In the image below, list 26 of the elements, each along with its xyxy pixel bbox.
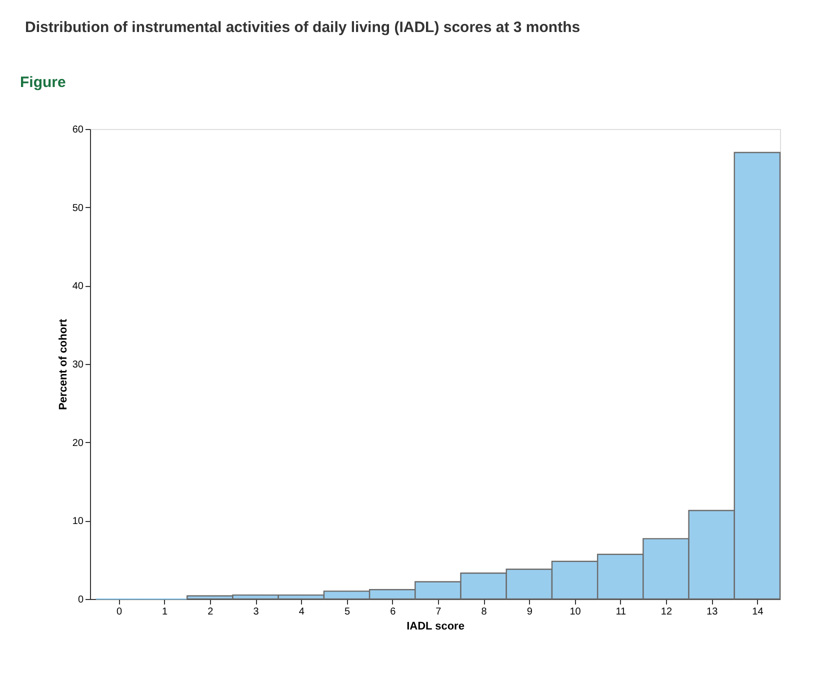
x-tick-label: 13 (706, 606, 718, 618)
x-tick-label: 7 (436, 606, 442, 618)
x-tick-label: 6 (390, 606, 396, 618)
y-tick-label: 50 (72, 202, 84, 214)
x-tick-label: 1 (162, 606, 168, 618)
y-axis-title: Percent of cohort (57, 318, 70, 410)
x-tick-label: 9 (526, 606, 533, 618)
x-tick-label: 2 (208, 606, 214, 618)
text: Figure (20, 74, 66, 91)
x-tick-label: 0 (116, 606, 122, 618)
chart-title: Distribution of instrumental activities of daily living (IADL) scores at 3 months (25, 19, 580, 36)
x-tick-label: 10 (570, 606, 582, 618)
x-tick-label: 8 (481, 606, 488, 618)
x-tick-label: 14 (752, 606, 764, 618)
y-tick-label: 0 (78, 594, 84, 606)
x-tick-label: 4 (298, 606, 305, 618)
x-tick-label: 3 (253, 606, 260, 618)
y-tick-label: 60 (72, 124, 84, 136)
y-tick-label: 40 (72, 281, 84, 292)
x-tick-label: 5 (344, 606, 350, 618)
y-tick-label: 20 (72, 438, 84, 449)
x-tick-label: 12 (660, 606, 672, 618)
y-tick-label: 30 (72, 360, 84, 370)
x-axis-title: IADL score (406, 620, 464, 632)
y-tick-label: 10 (72, 516, 84, 528)
x-tick-label: 11 (616, 606, 627, 618)
